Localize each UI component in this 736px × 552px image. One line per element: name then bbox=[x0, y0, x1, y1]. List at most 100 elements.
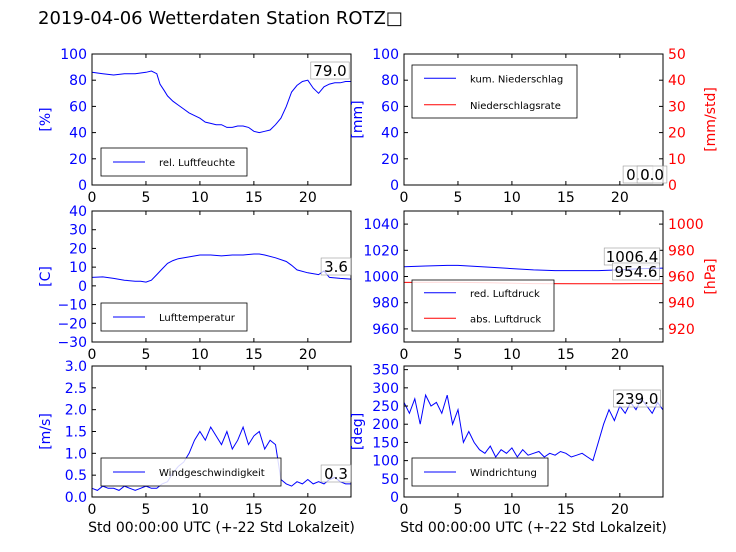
y-tick-label: 100 bbox=[372, 454, 399, 470]
legend-label: red. Luftdruck bbox=[470, 289, 540, 300]
x-tick-label: 15 bbox=[245, 190, 263, 206]
x-tick-label: 10 bbox=[191, 502, 209, 518]
chart-bottom-left: 0 5 10 15 20 0.0 0.5 1.0 1.5 2.0 2.5 3.0 [m/s] Std 00… bbox=[38, 359, 355, 536]
plot-frame bbox=[91, 53, 352, 186]
y-tick-label: 1000 bbox=[363, 270, 399, 286]
y2-tick-label: 40 bbox=[668, 73, 686, 89]
y-tick-label: −10 bbox=[57, 298, 87, 314]
x-tick-label: 20 bbox=[611, 347, 629, 363]
chart-top-left: 0 5 10 15 20 0 20 40 60 80 100 [%] rel. Luftfeuchte 7… bbox=[38, 47, 352, 206]
y-tick-label: 0 bbox=[78, 279, 87, 295]
x-tick-label: 0 bbox=[88, 502, 97, 518]
y-tick-label: 20 bbox=[69, 241, 87, 257]
y-tick-label: 40 bbox=[69, 126, 87, 142]
value-annotation: 1006.4 bbox=[606, 248, 659, 266]
value-annotation: 239.0 bbox=[616, 390, 659, 408]
y2-tick-label: 10 bbox=[668, 152, 686, 168]
value-annotation: 79.0 bbox=[313, 62, 346, 80]
x-tick-label: 20 bbox=[299, 190, 317, 206]
legend: Windrichtung bbox=[411, 457, 549, 487]
y-tick-label: 50 bbox=[381, 472, 399, 488]
y-axis-label: [m/s] bbox=[38, 413, 54, 450]
legend-label: Niederschlagsrate bbox=[470, 101, 561, 112]
y-tick-label: 1020 bbox=[363, 243, 399, 259]
x-tick-label: 10 bbox=[191, 190, 209, 206]
y2-tick-label: 20 bbox=[668, 126, 686, 142]
value-annotation: 0.3 bbox=[324, 465, 348, 483]
x-tick-label: 5 bbox=[141, 190, 150, 206]
legend: Windgeschwindigkeit bbox=[100, 457, 282, 487]
legend-label: abs. Luftdruck bbox=[470, 314, 541, 325]
y-tick-label: 60 bbox=[69, 99, 87, 115]
x-tick-label: 0 bbox=[88, 347, 97, 363]
chart-middle-right: 0 5 10 15 20 960 980 1000 1020 1040 920 940 960 980 10… bbox=[363, 210, 719, 363]
y2-tick-label: 1000 bbox=[668, 217, 704, 233]
y-tick-label: 980 bbox=[372, 296, 399, 312]
y2-tick-label: 0 bbox=[668, 178, 677, 194]
page-title: 2019-04-06 Wetterdaten Station ROTZ□ bbox=[38, 8, 403, 29]
y-tick-label: 1040 bbox=[363, 217, 399, 233]
x-tick-label: 10 bbox=[191, 347, 209, 363]
y2-tick-label: 920 bbox=[668, 322, 695, 338]
x-tick-label: 10 bbox=[503, 502, 521, 518]
x-tick-label: 10 bbox=[503, 347, 521, 363]
y-tick-label: 20 bbox=[381, 152, 399, 168]
legend-label: Windgeschwindigkeit bbox=[159, 468, 265, 479]
y-tick-label: 20 bbox=[69, 152, 87, 168]
legend: rel. Luftfeuchte bbox=[100, 147, 248, 177]
x-axis-label: Std 00:00:00 UTC (+-22 Std Lokalzeit) bbox=[88, 520, 355, 536]
x-tick-label: 5 bbox=[453, 502, 462, 518]
series-line-1 bbox=[91, 253, 352, 283]
value-annotation: 0.0 bbox=[640, 166, 664, 184]
legend: red. Luftdruck abs. Luftdruck bbox=[411, 279, 555, 332]
y-axis-label: [%] bbox=[38, 107, 54, 131]
y-axis-label: [mm] bbox=[350, 100, 366, 138]
legend-label: Lufttemperatur bbox=[159, 313, 236, 324]
x-tick-label: 15 bbox=[245, 502, 263, 518]
y-tick-label: 40 bbox=[69, 204, 87, 220]
y-tick-label: −30 bbox=[57, 335, 87, 351]
x-tick-label: 20 bbox=[299, 347, 317, 363]
y-tick-label: 2.5 bbox=[65, 381, 87, 397]
value-label-box bbox=[310, 61, 350, 80]
plot-frame bbox=[91, 210, 352, 343]
series-line-1 bbox=[91, 425, 351, 491]
x-tick-label: 15 bbox=[557, 190, 575, 206]
x-tick-label: 5 bbox=[453, 347, 462, 363]
y-tick-label: 100 bbox=[372, 47, 399, 63]
x-tick-label: 5 bbox=[141, 502, 150, 518]
y-tick-label: 40 bbox=[381, 126, 399, 142]
legend: Lufttemperatur bbox=[100, 302, 248, 332]
y-tick-label: 0 bbox=[390, 490, 399, 506]
y-tick-label: 0.5 bbox=[65, 468, 87, 484]
y-tick-label: −20 bbox=[57, 316, 87, 332]
y-tick-label: 100 bbox=[60, 47, 87, 63]
x-tick-label: 15 bbox=[245, 347, 263, 363]
plot-frame bbox=[403, 365, 664, 498]
y-tick-label: 350 bbox=[372, 363, 399, 379]
legend-label: rel. Luftfeuchte bbox=[159, 158, 235, 169]
y-tick-label: 0 bbox=[78, 178, 87, 194]
value-annotation: 3.6 bbox=[324, 258, 348, 276]
plot-frame bbox=[403, 53, 664, 186]
y2-tick-label: 940 bbox=[668, 296, 695, 312]
y-tick-label: 0.0 bbox=[65, 490, 87, 506]
y-tick-label: 960 bbox=[372, 322, 399, 338]
x-tick-label: 10 bbox=[503, 190, 521, 206]
value-label-box bbox=[320, 257, 352, 276]
value-label-box bbox=[613, 389, 661, 408]
y-tick-label: 200 bbox=[372, 417, 399, 433]
y2-tick-label: 30 bbox=[668, 99, 686, 115]
y-tick-label: 80 bbox=[381, 73, 399, 89]
x-tick-label: 15 bbox=[557, 502, 575, 518]
chart-middle-left: 0 5 10 15 20 −30 −20 −10 0 10 20 30 40 [C] Lufttempera… bbox=[38, 204, 352, 363]
legend-label: Windrichtung bbox=[470, 468, 537, 479]
y-tick-label: 1.0 bbox=[65, 446, 87, 462]
legend-label: kum. Niederschlag bbox=[470, 74, 563, 85]
y-tick-label: 1.5 bbox=[65, 425, 87, 441]
x-tick-label: 5 bbox=[453, 190, 462, 206]
y-tick-label: 10 bbox=[69, 260, 87, 276]
y2-tick-label: 960 bbox=[668, 270, 695, 286]
x-tick-label: 15 bbox=[557, 347, 575, 363]
